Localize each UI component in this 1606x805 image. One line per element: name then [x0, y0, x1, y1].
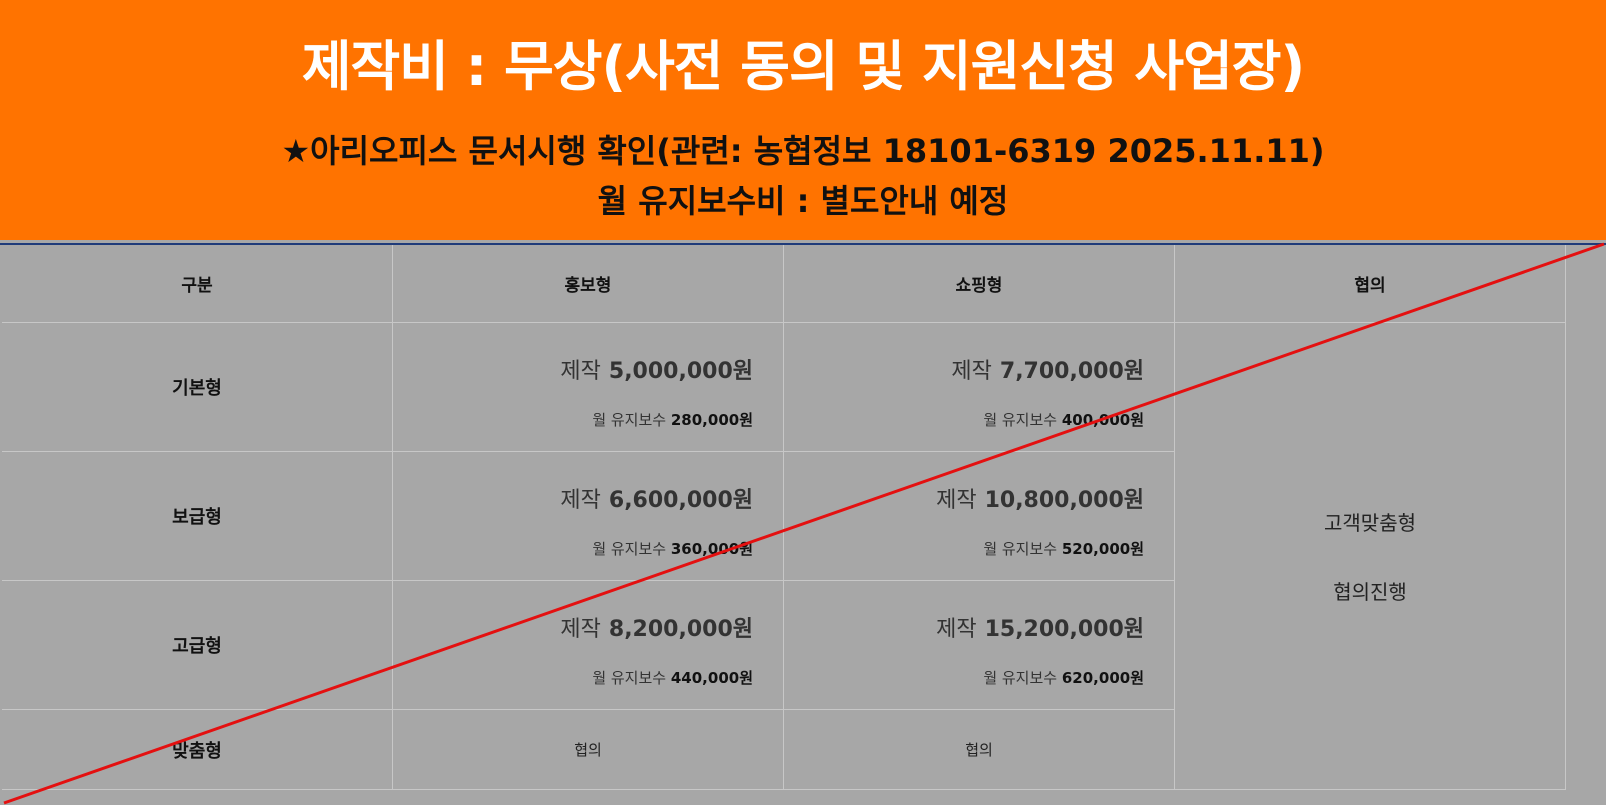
maint-price: 400,000원 — [1061, 411, 1144, 429]
maintenance-notice: 월 유지보수비 : 별도안내 예정 — [597, 182, 1009, 220]
maint-price: 280,000원 — [670, 411, 753, 429]
maint-label: 월 유지보수 — [983, 540, 1058, 558]
banner: 제작비 : 무상(사전 동의 및 지원신청 사업장) ★아리오피스 문서시행 확… — [0, 0, 1606, 240]
maint-price: 520,000원 — [1061, 540, 1144, 558]
maint-price: 620,000원 — [1061, 669, 1144, 687]
header-consult: 협의 — [1175, 245, 1566, 323]
price-cell: 제작 15,200,000원 월 유지보수 620,000원 — [784, 581, 1175, 710]
make-label: 제작 — [936, 488, 977, 513]
make-price: 15,200,000원 — [984, 617, 1144, 642]
custom-line-1: 고객맞춤형 — [1324, 511, 1416, 535]
custom-line-2: 협의진행 — [1333, 580, 1407, 604]
maint-price: 440,000원 — [670, 669, 753, 687]
make-label: 제작 — [560, 359, 601, 384]
price-cell: 제작 8,200,000원 월 유지보수 440,000원 — [393, 581, 784, 710]
maint-label: 월 유지보수 — [592, 540, 667, 558]
make-price: 10,800,000원 — [984, 488, 1144, 513]
price-cell: 제작 6,600,000원 월 유지보수 360,000원 — [393, 452, 784, 581]
row-label-basic: 기본형 — [2, 323, 393, 452]
make-label: 제작 — [951, 359, 992, 384]
price-cell: 제작 7,700,000원 월 유지보수 400,000원 — [784, 323, 1175, 452]
make-price: 7,700,000원 — [999, 359, 1144, 384]
make-label: 제작 — [560, 617, 601, 642]
maint-label: 월 유지보수 — [983, 411, 1058, 429]
make-price: 6,600,000원 — [608, 488, 753, 513]
price-cell: 제작 5,000,000원 월 유지보수 280,000원 — [393, 323, 784, 452]
maint-label: 월 유지보수 — [983, 669, 1058, 687]
row-label-standard: 보급형 — [2, 452, 393, 581]
make-label: 제작 — [936, 617, 977, 642]
headline: 제작비 : 무상(사전 동의 및 지원신청 사업장) — [301, 35, 1305, 98]
header-category: 구분 — [2, 245, 393, 323]
header-promo: 홍보형 — [393, 245, 784, 323]
pricing-table: 구분 홍보형 쇼핑형 협의 기본형 제작 5,000,000원 월 유지보수 28… — [2, 245, 1602, 801]
row-label-premium: 고급형 — [2, 581, 393, 710]
maint-label: 월 유지보수 — [592, 411, 667, 429]
row-label-custom: 맞춤형 — [2, 710, 393, 790]
custom-column: 고객맞춤형 협의진행 — [1175, 323, 1566, 790]
make-price: 8,200,000원 — [608, 617, 753, 642]
maint-label: 월 유지보수 — [592, 669, 667, 687]
header-shopping: 쇼핑형 — [784, 245, 1175, 323]
price-cell: 제작 10,800,000원 월 유지보수 520,000원 — [784, 452, 1175, 581]
consult-cell: 협의 — [784, 710, 1175, 790]
consult-cell: 협의 — [393, 710, 784, 790]
maint-price: 360,000원 — [670, 540, 753, 558]
make-label: 제작 — [560, 488, 601, 513]
notice-line: ★아리오피스 문서시행 확인(관련: 농협정보 18101-6319 2025.… — [281, 132, 1325, 170]
make-price: 5,000,000원 — [608, 359, 753, 384]
